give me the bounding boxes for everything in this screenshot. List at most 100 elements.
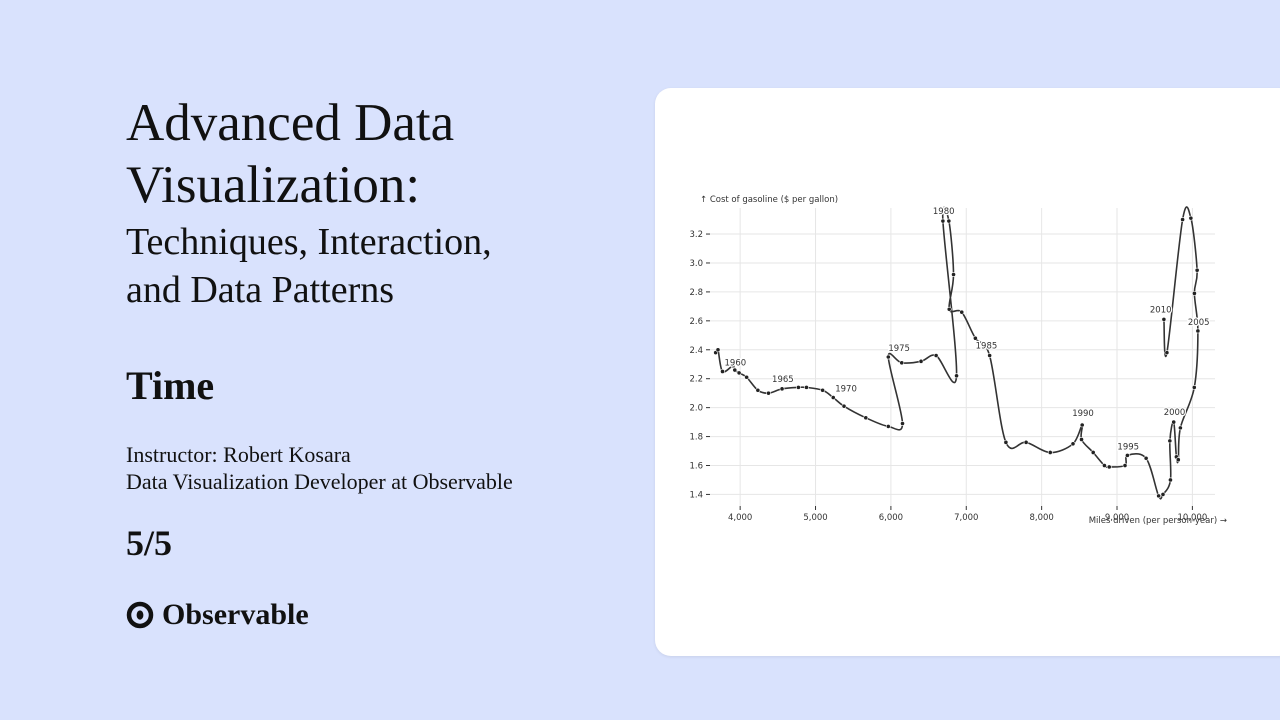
year-annotation: 1970 <box>835 385 857 395</box>
year-annotation: 1990 <box>1072 409 1094 419</box>
data-point <box>959 309 965 315</box>
x-tick-label: 6,000 <box>879 513 903 523</box>
year-annotation: 2010 <box>1150 305 1172 315</box>
year-annotation: 2000 <box>1164 408 1186 418</box>
data-point <box>951 272 956 277</box>
data-point <box>946 218 952 224</box>
data-point <box>1156 493 1162 499</box>
data-point <box>1003 439 1009 445</box>
year-annotation: 2005 <box>1188 318 1210 328</box>
data-point <box>1047 450 1053 455</box>
x-tick-label: 8,000 <box>1029 513 1053 523</box>
data-point <box>885 424 891 429</box>
data-point <box>1188 215 1194 221</box>
y-tick-label: 2.8 <box>689 288 703 298</box>
data-point <box>1191 384 1197 390</box>
data-point <box>946 306 952 312</box>
year-annotation: 1980 <box>933 207 955 217</box>
data-point <box>1180 217 1185 222</box>
y-tick-label: 2.6 <box>689 317 703 327</box>
y-tick-label: 3.2 <box>689 230 703 240</box>
year-annotation: 1965 <box>772 375 794 385</box>
data-point <box>900 421 905 426</box>
y-tick-label: 2.0 <box>689 404 703 414</box>
page-indicator: 5/5 <box>126 523 173 563</box>
data-point <box>863 415 869 421</box>
x-axis-label: Miles driven (per person-year) → <box>1089 516 1227 526</box>
x-tick-label: 5,000 <box>803 513 827 523</box>
y-tick-label: 3.0 <box>689 259 703 269</box>
data-point <box>1171 419 1177 425</box>
data-point <box>885 354 891 360</box>
data-point <box>755 387 761 393</box>
data-point <box>1079 437 1084 442</box>
instructor-info: Instructor: Robert Kosara Data Visualiza… <box>126 441 513 495</box>
year-annotation: 1960 <box>725 358 747 368</box>
data-point <box>1079 422 1085 428</box>
data-point <box>1175 457 1181 463</box>
y-tick-label: 1.8 <box>689 433 703 443</box>
y-tick-label: 2.4 <box>689 346 703 356</box>
subtitle-line-2: and Data Patterns <box>126 269 395 311</box>
data-point <box>766 390 771 396</box>
data-point <box>954 373 959 379</box>
data-point <box>1160 492 1166 497</box>
data-point <box>1125 452 1130 458</box>
brand-name: Observable <box>162 598 309 631</box>
x-tick-label: 10,000 <box>1178 513 1208 523</box>
instructor-name: Instructor: Robert Kosara <box>126 442 351 467</box>
data-point <box>744 374 750 380</box>
section-title: Time <box>126 363 215 408</box>
data-point <box>820 387 826 393</box>
data-point <box>1195 328 1201 334</box>
chart-grid <box>710 208 1215 506</box>
data-point <box>830 395 836 400</box>
data-point <box>715 347 721 353</box>
data-point <box>1102 463 1107 468</box>
year-annotation: 1985 <box>976 342 998 352</box>
data-point <box>1090 450 1096 455</box>
year-annotation: 1995 <box>1117 442 1139 452</box>
data-point <box>1143 455 1149 461</box>
data-point <box>796 384 801 390</box>
y-tick-label: 1.4 <box>689 490 703 500</box>
data-point <box>779 386 785 392</box>
y-tick-label: 2.2 <box>689 375 703 385</box>
chart-card: 4,000 5,000 6,000 7,000 8,000 9,000 10,000 1.4 1… <box>655 88 1280 656</box>
data-point <box>720 369 725 374</box>
chart-axes: 4,000 5,000 6,000 7,000 8,000 9,000 10,000 1.4 1… <box>689 230 1207 523</box>
data-point <box>1122 463 1128 468</box>
chart-annotations: 1960 1965 1970 1975 1980 1985 1990 1995 2000 2005… <box>723 206 1211 454</box>
data-point <box>1168 477 1173 483</box>
chart-points <box>713 215 1201 499</box>
gas-price-chart: 4,000 5,000 6,000 7,000 8,000 9,000 10,000 1.4 1… <box>689 195 1227 526</box>
data-point <box>1178 425 1183 431</box>
data-point <box>972 335 978 341</box>
x-tick-label: 4,000 <box>728 513 752 523</box>
data-point <box>940 218 946 224</box>
observable-logo-icon <box>126 601 154 629</box>
slide-title: Advanced Data Visualization: <box>126 94 455 214</box>
data-point <box>899 360 905 366</box>
data-point <box>841 403 847 409</box>
data-point <box>1070 441 1076 447</box>
data-point <box>1106 464 1112 470</box>
data-point <box>987 353 993 358</box>
slide-subtitle: Techniques, Interaction, and Data Patter… <box>126 218 646 314</box>
data-point <box>933 353 939 358</box>
subtitle-line-1: Techniques, Interaction, <box>126 221 492 263</box>
data-point <box>1192 290 1197 296</box>
data-point <box>1164 350 1170 356</box>
y-tick-label: 1.6 <box>689 461 703 471</box>
data-point <box>1167 438 1173 444</box>
observable-brand: Observable <box>126 598 309 632</box>
data-point <box>804 384 809 390</box>
data-point <box>1161 316 1167 322</box>
year-annotation: 1975 <box>888 344 910 354</box>
y-axis-label: ↑ Cost of gasoline ($ per gallon) <box>700 195 838 205</box>
data-point <box>730 363 736 369</box>
data-point <box>736 370 742 376</box>
data-point <box>918 358 924 364</box>
instructor-role: Data Visualization Developer at Observab… <box>126 469 513 494</box>
data-point <box>1023 439 1029 445</box>
